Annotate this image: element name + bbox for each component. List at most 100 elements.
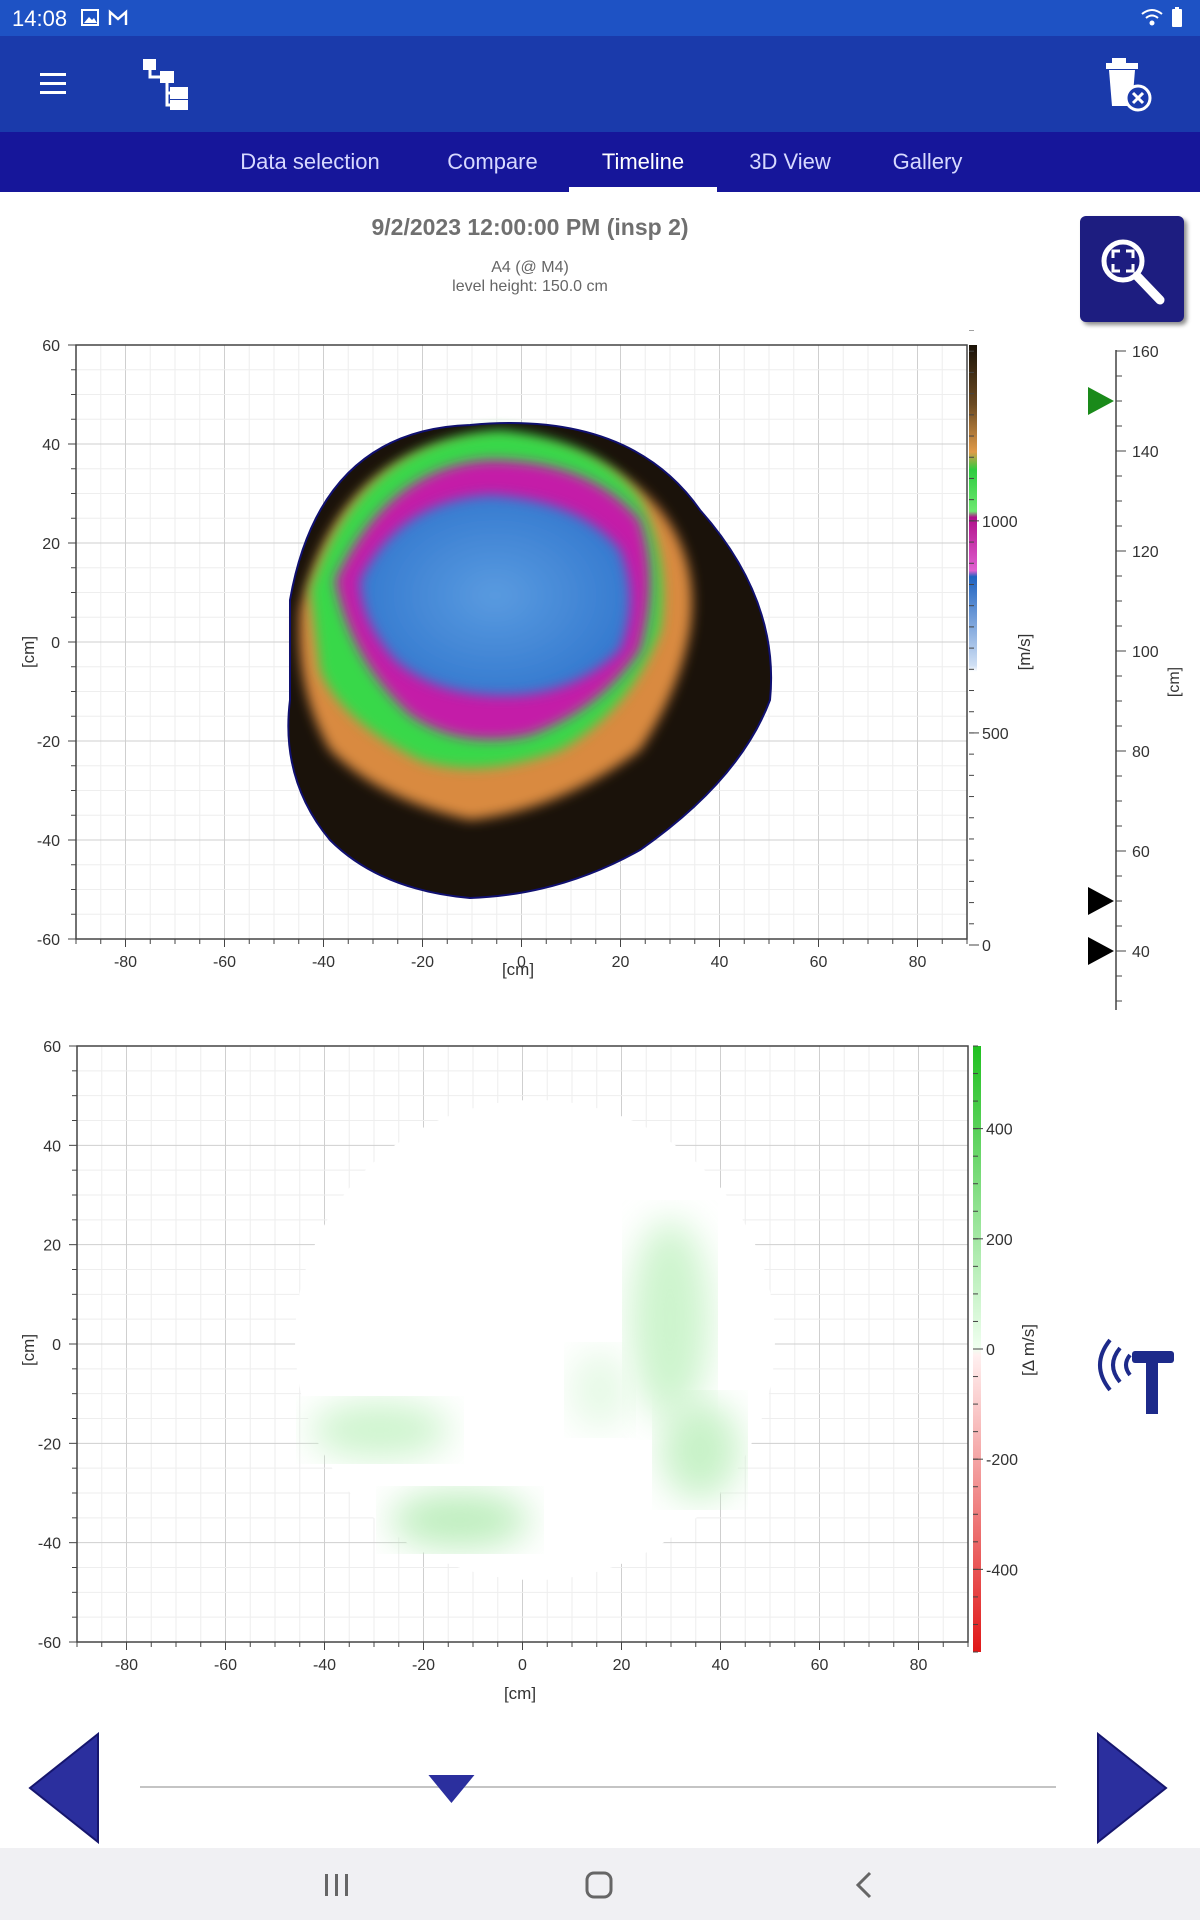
x-tick-label: -20 [412,1657,435,1674]
y-axis-label: [cm] [19,636,38,668]
x-tick-label: 60 [810,954,828,971]
tab-data-selection[interactable]: Data selection [240,149,380,174]
height-tick-label: 100 [1132,644,1159,661]
slider-thumb[interactable] [428,1775,475,1803]
tree-hierarchy-icon[interactable] [140,56,196,117]
x-tick-label: 20 [613,1657,631,1674]
sensor-label: A4 (@ M4) [491,259,569,276]
level-marker[interactable] [1088,387,1114,415]
zoom-fit-button[interactable] [1080,216,1184,322]
difference-image [295,1100,775,1580]
image-icon [81,9,99,26]
colorbar-tick-label: 400 [986,1122,1013,1139]
x-tick-label: 0 [518,1657,527,1674]
zoom-fit-icon [1101,239,1165,305]
x-tick-label: 40 [712,1657,730,1674]
x-axis-ticks: -80 -60 -40 -20 0 20 40 60 80 [76,1642,969,1674]
velocity-tomogram-plot[interactable]: -80 -60 -40 -20 0 20 40 60 80 60 40 20 0 -20 -40 -60 [… [0,330,1060,990]
tab-3d-view[interactable]: 3D View [749,149,831,174]
level-marker[interactable] [1088,937,1114,965]
tab-gallery[interactable]: Gallery [892,149,963,174]
colorbar-label: [m/s] [1015,634,1034,671]
y-tick-label: -20 [38,1436,61,1453]
x-tick-label: 80 [910,1657,928,1674]
colorbar-tick-label: 0 [982,938,991,955]
recent-apps-icon[interactable] [322,1872,352,1903]
height-tick-label: 120 [1132,544,1159,561]
tab-compare[interactable]: Compare [447,149,538,174]
wifi-icon [1141,9,1163,26]
app-bar [0,36,1200,132]
colorbar-label: [Δ m/s] [1019,1324,1038,1376]
colorbar-tick-label: -200 [986,1452,1018,1469]
x-tick-label: 80 [909,954,927,971]
status-time: 14:08 [12,6,68,31]
x-axis-label: [cm] [504,1684,536,1703]
trash-delete-icon[interactable] [1102,54,1162,121]
y-tick-label: -60 [37,932,60,949]
tab-timeline[interactable]: Timeline [569,132,717,192]
x-tick-label: -40 [312,954,335,971]
x-tick-label: 60 [811,1657,829,1674]
height-ticks: 160 140 120 100 80 60 40 [1116,344,1159,1002]
x-tick-label: 40 [711,954,729,971]
height-axis-label: [cm] [1166,667,1183,697]
y-axis-label: [cm] [19,1334,38,1366]
height-tick-label: 80 [1132,744,1150,761]
colorbar-tick-label: -400 [986,1562,1018,1579]
battery-icon [1172,7,1182,27]
timeline-slider[interactable] [138,1765,1058,1825]
x-axis-ticks: -80 -60 -40 -20 0 20 40 60 80 [75,939,968,971]
colorbar-tick-label: 1000 [982,514,1018,531]
home-icon[interactable] [584,1870,616,1905]
y-axis-ticks: 60 40 20 0 -20 -40 -60 [37,338,76,949]
y-tick-label: -20 [37,734,60,751]
triangle-right-icon [1097,1731,1168,1845]
x-axis-label: [cm] [502,960,534,979]
tab-bar: Data selection Compare Timeline 3D View … [0,132,1200,192]
x-tick-label: -80 [115,1657,138,1674]
y-tick-label: -60 [38,1635,61,1652]
status-bar: 14:08 [0,0,1200,36]
y-tick-label: 0 [51,635,60,652]
x-tick-label: -20 [411,954,434,971]
x-tick-label: 0 [517,954,526,971]
height-scale[interactable]: 160 140 120 100 80 60 40 [cm] [1085,330,1195,1010]
hamburger-menu-icon[interactable] [38,72,70,101]
y-tick-label: 40 [43,1138,61,1155]
colorbar [969,345,977,939]
y-tick-label: 20 [43,1238,61,1255]
triangle-left-icon [28,1731,99,1845]
sonic-hammer-icon[interactable] [1080,1320,1180,1435]
x-tick-label: -80 [114,954,137,971]
height-tick-label: 140 [1132,444,1159,461]
height-markers[interactable] [1088,387,1114,965]
y-tick-label: 60 [42,338,60,355]
y-tick-label: 20 [42,536,60,553]
x-tick-label: 20 [612,954,630,971]
x-tick-label: -60 [214,1657,237,1674]
colorbar-tick-label: 0 [986,1342,995,1359]
level-height-label: level height: 150.0 cm [452,278,608,295]
colorbar-tick-label: 200 [986,1232,1013,1249]
colorbar-ticks: 400 200 0 -200 -400 [973,1045,1018,1653]
status-icons [80,8,140,33]
inspection-subtitle: A4 (@ M4) level height: 150.0 cm [0,258,1060,296]
colorbar-ticks: 1000 500 0 [969,330,1018,955]
system-nav-bar [0,1848,1200,1920]
inspection-title: 9/2/2023 12:00:00 PM (insp 2) [371,214,689,240]
level-marker[interactable] [1088,887,1114,915]
y-tick-label: -40 [38,1536,61,1553]
back-icon[interactable] [852,1870,876,1905]
status-right-icons [1140,6,1190,35]
y-tick-label: -40 [37,833,60,850]
next-button[interactable] [1096,1731,1168,1849]
x-tick-label: -40 [313,1657,336,1674]
height-tick-label: 60 [1132,844,1150,861]
prev-button[interactable] [28,1731,100,1849]
y-tick-label: 60 [43,1039,61,1056]
gmail-icon [108,9,128,25]
colorbar-tick-label: 500 [982,726,1009,743]
